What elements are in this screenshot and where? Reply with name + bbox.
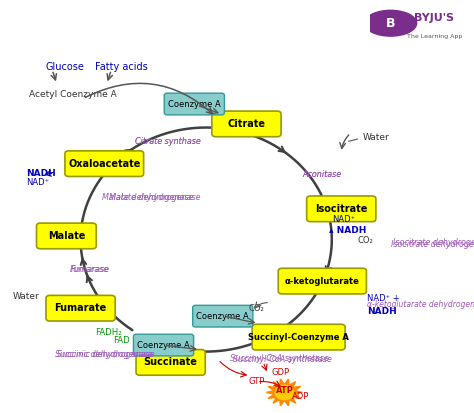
Text: Fumarate: Fumarate [55, 303, 107, 313]
Text: Malate dehydrogenase: Malate dehydrogenase [109, 193, 201, 202]
Text: CO₂: CO₂ [358, 236, 374, 245]
Polygon shape [266, 379, 302, 406]
FancyBboxPatch shape [36, 223, 96, 249]
Text: The Learning App: The Learning App [407, 33, 462, 39]
Text: FAD: FAD [113, 336, 129, 345]
Text: Coenzyme A: Coenzyme A [168, 100, 221, 109]
Text: Succinyl-Coenzyme A: Succinyl-Coenzyme A [248, 332, 349, 342]
Text: Oxaloacetate: Oxaloacetate [68, 159, 140, 169]
Text: Citrate synthase: Citrate synthase [136, 138, 201, 147]
Text: Malate: Malate [48, 231, 85, 241]
Text: ADP: ADP [292, 392, 309, 401]
Text: Fumarase: Fumarase [71, 265, 110, 274]
Text: Citrate: Citrate [228, 119, 265, 129]
FancyBboxPatch shape [164, 93, 224, 115]
FancyBboxPatch shape [46, 295, 115, 321]
Text: α-ketoglutarate: α-ketoglutarate [285, 277, 360, 286]
FancyBboxPatch shape [136, 349, 205, 375]
Text: Succinate: Succinate [144, 357, 198, 368]
Text: ATP: ATP [275, 387, 293, 396]
Text: NADH: NADH [367, 306, 397, 316]
FancyBboxPatch shape [252, 324, 345, 350]
Text: GDP: GDP [271, 368, 289, 377]
Text: Succinyl-CoA synthetase: Succinyl-CoA synthetase [230, 354, 329, 363]
Text: Glucose: Glucose [45, 62, 84, 72]
Text: BYJU'S: BYJU'S [414, 13, 455, 23]
Text: FADH₂: FADH₂ [95, 328, 121, 337]
Text: B: B [386, 17, 395, 30]
Text: Fumarase: Fumarase [70, 265, 109, 274]
Text: Isocitrate dehydrogenase: Isocitrate dehydrogenase [391, 240, 474, 249]
Text: Water: Water [363, 133, 389, 142]
Text: Succinyl-CoA synthetase: Succinyl-CoA synthetase [233, 355, 331, 364]
Circle shape [365, 10, 417, 36]
FancyBboxPatch shape [65, 151, 144, 176]
Text: GTP: GTP [249, 377, 265, 387]
Text: Malate dehydrogenase: Malate dehydrogenase [102, 193, 193, 202]
Text: Succinic dehydrogenase: Succinic dehydrogenase [55, 349, 152, 358]
Text: Citrate synthase: Citrate synthase [136, 138, 201, 147]
Text: Coenzyme A: Coenzyme A [137, 341, 190, 349]
Text: NAD⁺ +: NAD⁺ + [367, 294, 400, 303]
FancyBboxPatch shape [307, 196, 376, 222]
Text: Aconitase: Aconitase [303, 170, 342, 179]
Text: Succinic dehydrogenase: Succinic dehydrogenase [57, 349, 155, 358]
Text: Fatty acids: Fatty acids [95, 62, 147, 72]
Text: Isocitrate dehydrogenase: Isocitrate dehydrogenase [393, 238, 474, 247]
FancyBboxPatch shape [278, 268, 366, 294]
Text: KREBS CYCLE (CITRIC ACID CYCLE): KREBS CYCLE (CITRIC ACID CYCLE) [15, 17, 336, 35]
Text: NAD⁺: NAD⁺ [26, 178, 49, 187]
Text: Acetyl Coenzyme A: Acetyl Coenzyme A [29, 90, 117, 100]
Text: CO₂: CO₂ [249, 304, 264, 313]
Text: NAD⁺: NAD⁺ [332, 215, 355, 224]
Text: Isocitrate: Isocitrate [315, 204, 367, 214]
Text: Aconitase: Aconitase [303, 170, 342, 179]
Text: α-ketoglutarate dehydrogenase: α-ketoglutarate dehydrogenase [367, 300, 474, 309]
Text: Coenzyme A: Coenzyme A [196, 312, 249, 320]
FancyBboxPatch shape [133, 334, 193, 356]
FancyBboxPatch shape [212, 111, 281, 137]
Text: Water: Water [13, 292, 39, 301]
Text: NADH: NADH [26, 169, 56, 178]
Text: ▴ NADH: ▴ NADH [329, 226, 367, 235]
FancyBboxPatch shape [192, 305, 253, 327]
Circle shape [275, 385, 294, 399]
